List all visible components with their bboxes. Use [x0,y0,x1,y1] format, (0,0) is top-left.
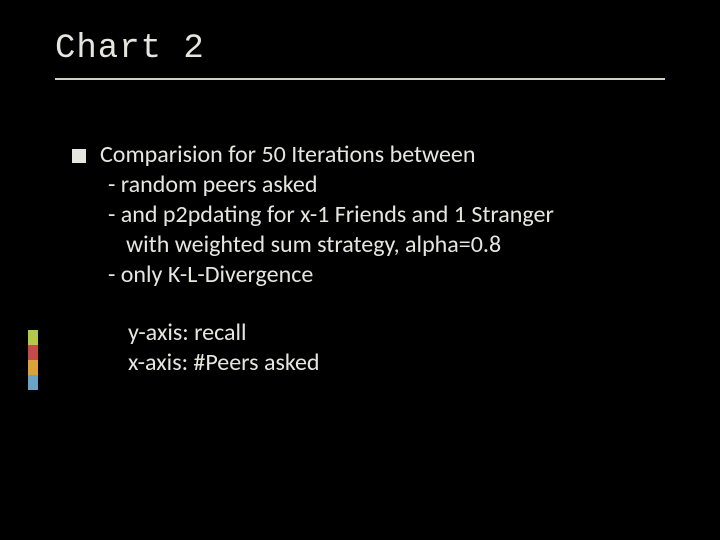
sub-line-2b: with weighted sum strategy, alpha=0.8 [100,230,665,260]
bullet-text: Comparision for 50 Iterations between - … [100,140,665,378]
slide-title: Chart 2 [55,30,665,68]
title-block: Chart 2 [55,30,665,80]
stripe-4 [28,375,38,390]
x-axis-label: x-axis: #Peers asked [128,348,665,378]
y-axis-label: y-axis: recall [128,318,665,348]
sub-line-3: - only K-L-Divergence [100,260,665,290]
lead-line: Comparision for 50 Iterations between [100,140,665,170]
axis-block: y-axis: recall x-axis: #Peers asked [100,318,665,378]
stripe-1 [28,330,38,345]
sub-line-1: - random peers asked [100,170,665,200]
bullet-row: Comparision for 50 Iterations between - … [72,140,665,378]
title-underline [55,78,665,80]
stripe-2 [28,345,38,360]
body-block: Comparision for 50 Iterations between - … [72,140,665,378]
sub-line-2: - and p2pdating for x-1 Friends and 1 St… [100,200,665,230]
slide: Chart 2 Comparision for 50 Iterations be… [0,0,720,540]
bullet-square-icon [72,149,86,163]
accent-stripes [28,330,38,390]
stripe-3 [28,360,38,375]
